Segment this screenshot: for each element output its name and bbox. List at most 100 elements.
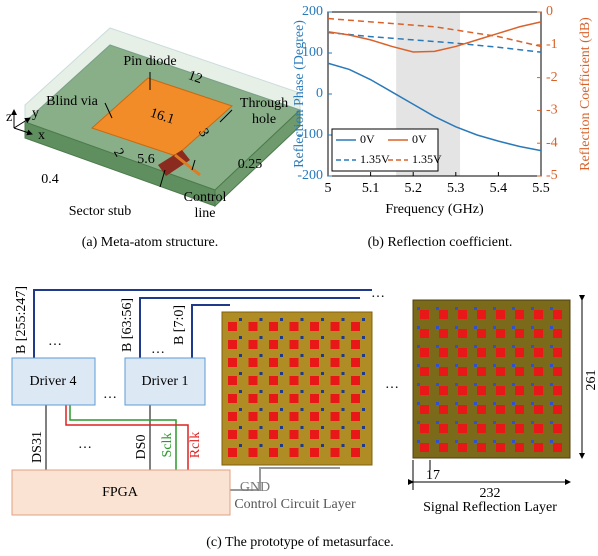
pad [260, 426, 263, 429]
cell [228, 412, 237, 421]
cell [420, 443, 429, 452]
label: 0.25 [238, 157, 263, 172]
pad [239, 318, 242, 321]
cell [496, 386, 505, 395]
label: Control Circuit Layer [234, 497, 356, 512]
via [455, 383, 458, 386]
cell [477, 405, 486, 414]
label: 5.6 [137, 152, 155, 167]
x-tick-label: 5.4 [490, 181, 508, 196]
pad [260, 372, 263, 375]
cell [420, 348, 429, 357]
cell [477, 386, 486, 395]
label: 0.4 [41, 172, 59, 187]
pad [342, 354, 345, 357]
label: FPGA [102, 485, 139, 500]
via [550, 326, 553, 329]
label: line [195, 206, 216, 221]
via [474, 364, 477, 367]
pad [321, 444, 324, 447]
cell [496, 329, 505, 338]
pad [362, 372, 365, 375]
via [493, 345, 496, 348]
cell [553, 310, 562, 319]
via [493, 307, 496, 310]
cell [351, 340, 360, 349]
legend-label: 1.35V [360, 152, 390, 166]
cell [496, 443, 505, 452]
label: 261 [584, 370, 598, 391]
via [531, 364, 534, 367]
cell [290, 358, 299, 367]
pad [321, 408, 324, 411]
cell [351, 412, 360, 421]
cell [331, 394, 340, 403]
via [455, 364, 458, 367]
via [436, 383, 439, 386]
pad [321, 426, 324, 429]
cell [290, 376, 299, 385]
cell [553, 329, 562, 338]
via [493, 440, 496, 443]
cell [515, 367, 524, 376]
cell [310, 448, 319, 457]
cell [439, 424, 448, 433]
cell [515, 310, 524, 319]
cell [249, 412, 258, 421]
cell [351, 322, 360, 331]
chart: 55.15.25.35.45.5-200-1000100200-5-4-3-2-… [292, 4, 593, 217]
via [474, 383, 477, 386]
cell [496, 348, 505, 357]
pad [260, 408, 263, 411]
via [436, 345, 439, 348]
cell [496, 367, 505, 376]
cell [477, 310, 486, 319]
cell [553, 367, 562, 376]
via [455, 326, 458, 329]
legend-label: 1.35V [412, 152, 442, 166]
via [550, 440, 553, 443]
legend-label: 0V [412, 132, 427, 146]
via [436, 421, 439, 424]
pad [239, 390, 242, 393]
via [531, 402, 534, 405]
pad [260, 318, 263, 321]
x-tick-label: 5.5 [532, 181, 550, 196]
cell [439, 348, 448, 357]
label: … [385, 377, 399, 392]
label: Sector stub [69, 204, 132, 219]
caption: (c) The prototype of metasurface. [206, 535, 394, 550]
pad [260, 354, 263, 357]
cell [228, 322, 237, 331]
via [436, 364, 439, 367]
via [417, 364, 420, 367]
cell [458, 329, 467, 338]
cell [249, 358, 258, 367]
caption: (a) Meta-atom structure. [82, 235, 218, 250]
cell [351, 448, 360, 457]
y-tick-label: 200 [302, 4, 323, 19]
label: Driver 1 [141, 374, 188, 389]
via [531, 421, 534, 424]
label: B [63:56] [120, 298, 135, 352]
via [493, 383, 496, 386]
cell [420, 405, 429, 414]
figure: Pin diode 12 Blind via Through hole 16.1… [0, 0, 598, 556]
via [512, 326, 515, 329]
via [417, 402, 420, 405]
pad [239, 444, 242, 447]
via [455, 421, 458, 424]
cell [310, 340, 319, 349]
via [550, 364, 553, 367]
cell [269, 448, 278, 457]
caption: (b) Reflection coefficient. [368, 235, 513, 250]
cell [249, 430, 258, 439]
y2-tick-label: -1 [546, 37, 558, 52]
pad [301, 444, 304, 447]
cell [249, 322, 258, 331]
cell [269, 394, 278, 403]
via [512, 364, 515, 367]
label: Pin diode [123, 54, 176, 69]
pad [280, 318, 283, 321]
cell [331, 412, 340, 421]
